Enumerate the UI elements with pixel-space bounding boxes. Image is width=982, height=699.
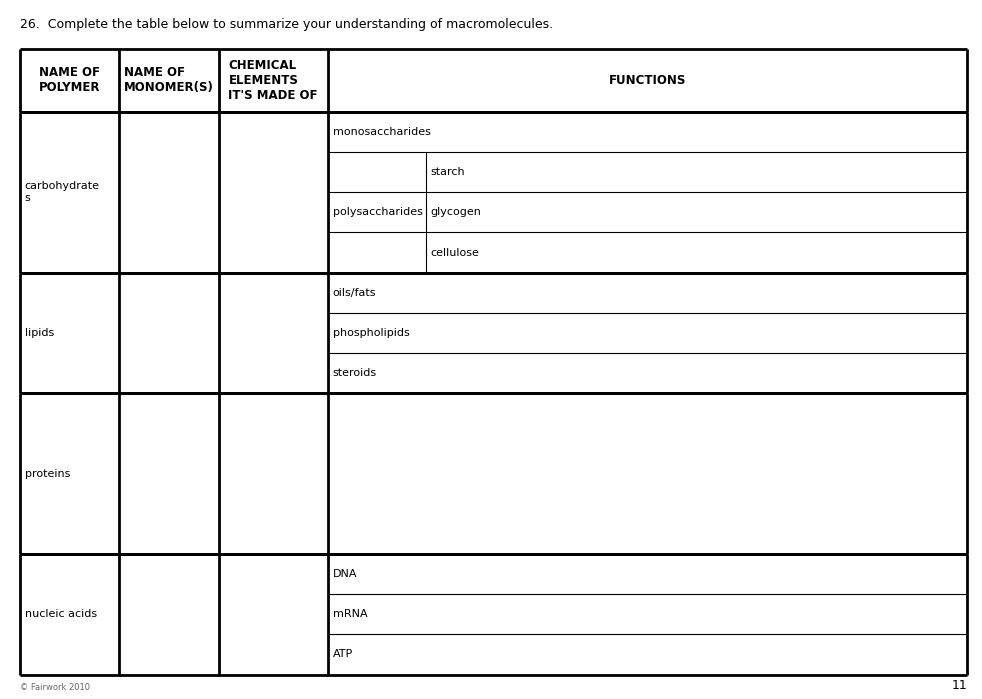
- Text: cellulose: cellulose: [431, 247, 479, 257]
- Text: mRNA: mRNA: [333, 610, 367, 619]
- Text: 11: 11: [952, 679, 967, 692]
- Text: 26.  Complete the table below to summarize your understanding of macromolecules.: 26. Complete the table below to summariz…: [20, 18, 553, 31]
- Text: polysaccharides: polysaccharides: [333, 208, 422, 217]
- Text: phospholipids: phospholipids: [333, 328, 409, 338]
- Text: CHEMICAL
ELEMENTS
IT'S MADE OF: CHEMICAL ELEMENTS IT'S MADE OF: [229, 59, 318, 102]
- Text: carbohydrate
s: carbohydrate s: [25, 182, 99, 203]
- Text: monosaccharides: monosaccharides: [333, 127, 430, 137]
- Text: lipids: lipids: [25, 328, 54, 338]
- Text: NAME OF
MONOMER(S): NAME OF MONOMER(S): [124, 66, 214, 94]
- Text: DNA: DNA: [333, 569, 357, 579]
- Text: oils/fats: oils/fats: [333, 288, 376, 298]
- Text: steroids: steroids: [333, 368, 377, 378]
- Text: nucleic acids: nucleic acids: [25, 610, 96, 619]
- Text: ATP: ATP: [333, 649, 353, 659]
- Text: FUNCTIONS: FUNCTIONS: [609, 74, 686, 87]
- Text: starch: starch: [431, 167, 465, 177]
- Text: © Fairwork 2010: © Fairwork 2010: [20, 683, 89, 692]
- Text: glycogen: glycogen: [431, 208, 481, 217]
- Text: proteins: proteins: [25, 468, 70, 479]
- Text: NAME OF
POLYMER: NAME OF POLYMER: [38, 66, 100, 94]
